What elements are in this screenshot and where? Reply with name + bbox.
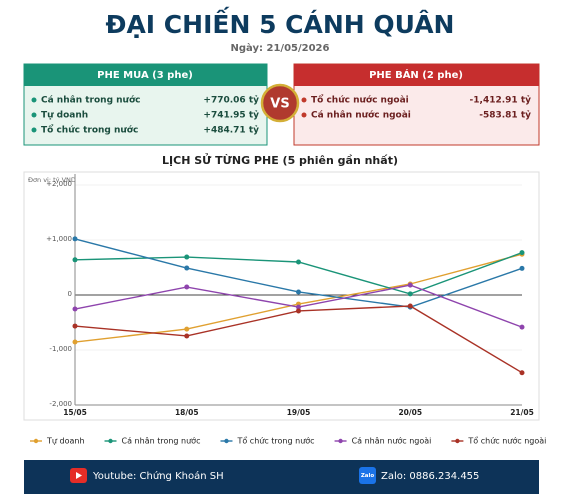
bullet: [301, 97, 307, 103]
data-point: [72, 306, 78, 312]
sell-title: PHE BÁN (2 phe): [369, 68, 463, 81]
data-point: [72, 339, 78, 345]
legend-label: Tổ chức trong nước: [236, 436, 314, 446]
bullet: [301, 112, 307, 118]
buy-label: Tổ chức trong nước: [41, 124, 138, 136]
zalo-text: Zalo: 0886.234.455: [381, 471, 479, 482]
chart-frame: [23, 171, 540, 421]
legend-dot: [338, 438, 343, 444]
legend-label: Cá nhân nước ngoài: [352, 436, 432, 446]
sell-label: Tổ chức nước ngoài: [311, 94, 409, 106]
sell-value: -1,412.91 tỷ: [470, 95, 532, 106]
bullet: [31, 112, 37, 118]
buy-value: +741.95 tỷ: [203, 110, 259, 121]
sell-label: Cá nhân nước ngoài: [311, 110, 411, 121]
legend-dot: [224, 438, 229, 444]
sell-value: -583.81 tỷ: [479, 110, 531, 121]
buy-header: [24, 64, 267, 86]
x-tick-label: 18/05: [175, 408, 199, 417]
bullet: [31, 97, 37, 103]
data-point: [184, 284, 190, 290]
youtube-play: [76, 472, 82, 479]
x-tick-label: 19/05: [287, 408, 311, 417]
x-tick-label: 15/05: [63, 408, 87, 417]
vs-badge: [260, 83, 300, 123]
y-tick-label: -1,000: [49, 345, 72, 353]
data-point: [296, 259, 301, 265]
buy-value: +484.71 tỷ: [203, 125, 259, 136]
data-point: [184, 333, 190, 339]
y-tick-label: 0: [68, 290, 72, 298]
legend-label: Cá nhân trong nước: [122, 436, 201, 446]
legend-dot: [108, 438, 113, 444]
zalo-icon: [359, 467, 376, 484]
y-tick-label: +1,000: [46, 235, 72, 243]
data-point: [184, 326, 190, 332]
sell-header: [294, 64, 539, 86]
data-point: [519, 370, 525, 376]
legend-label: Tổ chức nước ngoài: [467, 436, 546, 446]
data-point: [519, 324, 525, 330]
data-point: [519, 265, 525, 271]
x-tick-label: 21/05: [510, 408, 534, 417]
buy-label: Cá nhân trong nước: [41, 95, 140, 106]
buy-title: PHE MUA (3 phe): [97, 70, 193, 81]
legend-label: Tự doanh: [46, 437, 85, 447]
data-point: [407, 291, 413, 297]
bullet: [31, 127, 37, 133]
x-tick-label: 20/05: [398, 408, 422, 417]
vs-text: VS: [270, 97, 289, 112]
buy-label: Tự doanh: [41, 111, 88, 121]
data-point: [184, 254, 190, 260]
title: ĐẠI CHIẾN 5 CÁNH QUÂN: [106, 6, 455, 39]
data-point: [296, 304, 301, 310]
data-point: [519, 250, 525, 256]
data-point: [72, 323, 78, 329]
data-point: [72, 236, 78, 242]
footer: [24, 460, 539, 494]
data-point: [184, 265, 190, 271]
data-point: [296, 308, 301, 314]
buy-value: +770.06 tỷ: [203, 95, 259, 106]
data-point: [296, 289, 301, 295]
y-tick-label: -2,000: [49, 400, 72, 408]
date: Ngày: 21/05/2026: [231, 42, 330, 54]
data-point: [72, 257, 78, 263]
legend-dot: [33, 438, 39, 444]
unit-label: Đơn vị: tỷ VND: [28, 175, 76, 184]
data-point: [407, 303, 413, 309]
data-point: [407, 282, 413, 288]
chart-title: LỊCH SỬ TỪNG PHE (5 phiên gần nhất): [162, 153, 398, 167]
y-tick-label: +2,000: [46, 180, 72, 188]
legend-dot: [455, 438, 460, 444]
zalo-icon-text: Zalo: [361, 473, 375, 479]
youtube-text: Youtube: Chứng Khoán SH: [92, 470, 224, 482]
